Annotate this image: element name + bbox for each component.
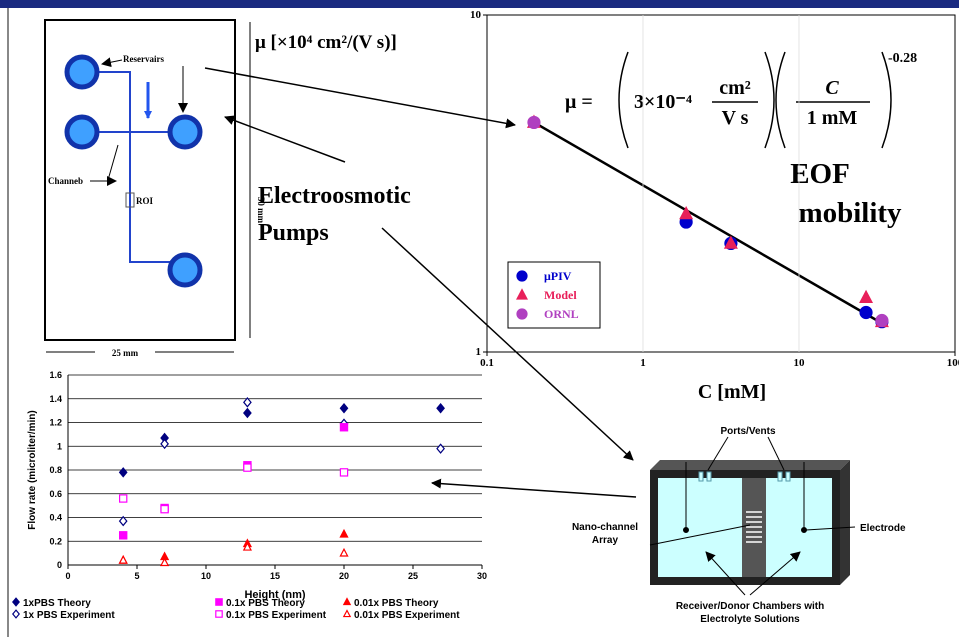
- data-point: [120, 468, 127, 477]
- reservoir: [67, 57, 97, 87]
- y-axis-title: Flow rate (microliter/min): [27, 410, 38, 529]
- chambers-label: Receiver/Donor Chambers with: [676, 601, 824, 612]
- y-tick-label: 1.2: [49, 418, 62, 428]
- channels-label: Channeb: [48, 176, 83, 186]
- roi-label: ROI: [136, 196, 154, 206]
- data-point: [244, 409, 251, 418]
- data-point: [161, 440, 168, 449]
- annotation: mobility: [798, 197, 902, 229]
- y-tick-label: 1.6: [49, 370, 62, 380]
- reservoir: [67, 117, 97, 147]
- data-point: [340, 549, 347, 556]
- equation-unit-den: V s: [722, 107, 749, 129]
- equation-reference: 1 mM: [807, 107, 858, 129]
- y-tick-label: 1: [57, 441, 62, 451]
- data-point: [120, 532, 127, 539]
- reservoir: [170, 255, 200, 285]
- y-tick-label: 1.4: [49, 394, 62, 404]
- legend-marker: [13, 610, 19, 618]
- pumps-label: Pumps: [258, 220, 329, 246]
- nanochannels: [746, 512, 762, 542]
- data-point: [120, 556, 127, 563]
- data-point: [120, 517, 127, 526]
- data-point: [161, 506, 168, 513]
- x-axis-title: C [mM]: [698, 381, 766, 403]
- data-point: [340, 530, 347, 537]
- data-point: [437, 444, 444, 453]
- equation-lhs: μ =: [565, 91, 593, 113]
- x-tick-label: 10: [201, 571, 211, 581]
- legend-marker: [216, 599, 222, 605]
- equation-variable: C: [825, 77, 839, 99]
- data-point: [244, 398, 251, 407]
- x-tick-label: 30: [477, 571, 487, 581]
- box-side: [840, 460, 850, 585]
- data-point: [528, 116, 540, 128]
- x-tick-label: 25: [408, 571, 418, 581]
- reservoirs-label: Reservairs: [123, 54, 164, 64]
- box-top: [650, 460, 850, 470]
- y-tick-label: 0.6: [49, 489, 62, 499]
- y-tick-label: 0: [57, 560, 62, 570]
- data-point: [437, 404, 444, 413]
- x-tick-label: 5: [134, 571, 139, 581]
- arrow: [432, 483, 636, 497]
- y-tick-label: 10: [470, 9, 482, 21]
- legend-label: 0.01x PBS Experiment: [354, 610, 460, 621]
- chambers-label: Electrolyte Solutions: [700, 614, 800, 625]
- arrow: [205, 68, 515, 125]
- legend-label: ORNL: [544, 307, 579, 321]
- pumps-label: Electroosmotic: [258, 183, 411, 209]
- data-point: [860, 291, 872, 302]
- legend-marker: [517, 271, 527, 281]
- title-bar: [0, 0, 959, 8]
- data-point: [340, 424, 347, 431]
- x-tick-label: 100: [947, 357, 959, 369]
- legend-label: 1x PBS Experiment: [23, 610, 115, 621]
- page: {"chart_data": [ {"type": "scatter", "y_…: [0, 0, 959, 637]
- legend-marker: [517, 309, 527, 319]
- legend-label: μPIV: [544, 269, 572, 283]
- legend-label: 0.01x PBS Theory: [354, 598, 439, 609]
- equation-exponent: -0.28: [888, 51, 917, 66]
- y-axis-title: μ [×10⁴ cm²/(V s)]: [255, 32, 397, 53]
- y-tick-label: 0.8: [49, 465, 62, 475]
- legend-label: 0.1x PBS Experiment: [226, 610, 327, 621]
- legend-label: 1xPBS Theory: [23, 598, 91, 609]
- width-label: 25 mm: [112, 348, 139, 358]
- pump-diagram: Ports/Vents Nano-channel Array Electrode…: [572, 426, 906, 625]
- y-tick-label: 0.2: [49, 536, 62, 546]
- x-axis-title: Height (nm): [244, 589, 305, 601]
- y-tick-label: 0.4: [49, 513, 62, 523]
- slide: Reservairs Channeb ROI 50 mm 25 mm μ [×1…: [0, 0, 959, 637]
- legend-marker: [216, 611, 222, 617]
- arrow: [225, 117, 345, 162]
- channel-diagram: Reservairs Channeb ROI 50 mm 25 mm: [45, 20, 266, 359]
- reservoir: [170, 117, 200, 147]
- x-tick-label: 10: [794, 357, 806, 369]
- equation: μ = 3×10⁻⁴ cm² V s C 1 mM -0.28: [565, 51, 917, 148]
- array-label: Nano-channel: [572, 522, 638, 533]
- ports-label: Ports/Vents: [720, 426, 775, 437]
- legend-marker: [344, 610, 350, 616]
- data-point: [120, 495, 127, 502]
- equation-unit-num: cm²: [719, 77, 751, 99]
- x-tick-label: 0: [65, 571, 70, 581]
- legend-marker: [13, 598, 19, 606]
- data-point: [876, 315, 888, 327]
- x-tick-label: 20: [339, 571, 349, 581]
- data-point: [340, 469, 347, 476]
- x-tick-label: 0.1: [480, 357, 494, 369]
- data-point: [244, 464, 251, 471]
- x-tick-label: 1: [640, 357, 646, 369]
- legend-marker: [344, 598, 350, 604]
- data-point: [340, 404, 347, 413]
- x-tick-label: 15: [270, 571, 280, 581]
- data-point: [860, 306, 872, 318]
- array-label: Array: [592, 535, 619, 546]
- electrode-label: Electrode: [860, 523, 906, 534]
- legend-label: Model: [544, 288, 577, 302]
